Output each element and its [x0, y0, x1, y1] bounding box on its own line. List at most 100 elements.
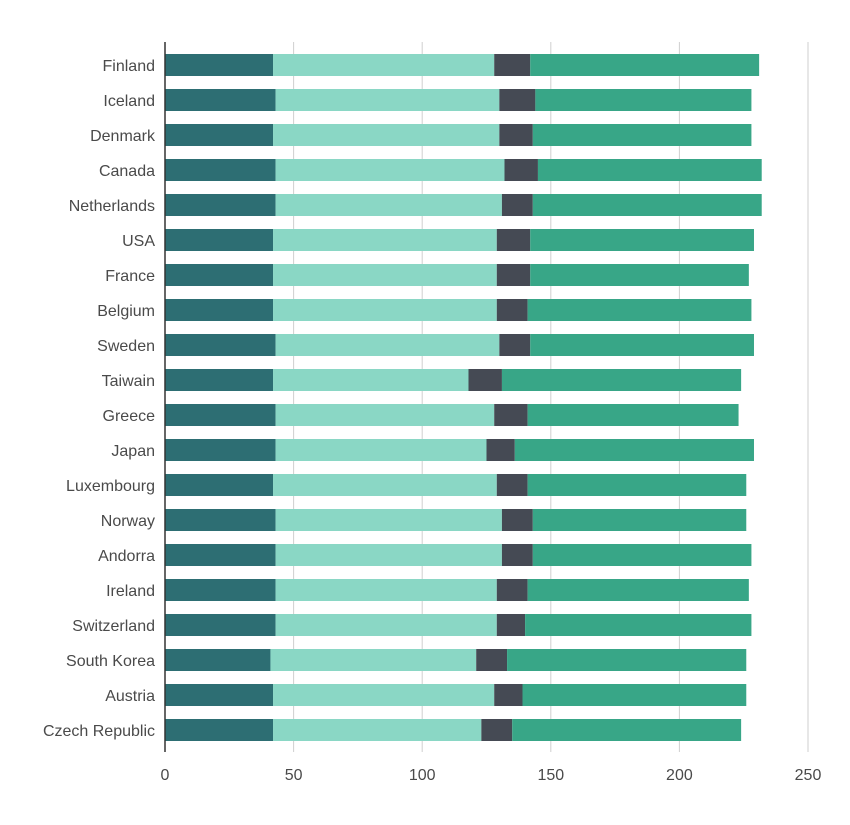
- category-label: Denmark: [90, 128, 156, 145]
- bar-segment-4: [527, 474, 747, 496]
- bar-segment-2: [275, 404, 495, 426]
- bar-segment-1: [165, 299, 274, 321]
- bar-segment-2: [273, 229, 497, 251]
- bar-segment-4: [532, 544, 752, 566]
- bar-segment-4: [537, 159, 762, 181]
- bar-segment-4: [530, 229, 754, 251]
- category-label: Switzerland: [72, 618, 155, 635]
- category-label: Netherlands: [69, 198, 155, 215]
- bar-segment-3: [499, 124, 533, 146]
- bar-segment-4: [530, 54, 760, 76]
- bar-segment-1: [165, 124, 274, 146]
- category-label: Sweden: [97, 338, 155, 355]
- category-label: Austria: [105, 688, 155, 705]
- bar-segment-3: [481, 719, 513, 741]
- category-label: Ireland: [106, 583, 155, 600]
- bar-segment-3: [501, 194, 533, 216]
- bar-segment-2: [275, 544, 502, 566]
- bar-segment-4: [527, 579, 749, 601]
- bar-segment-3: [494, 54, 531, 76]
- bar-segment-1: [165, 649, 271, 671]
- bar-segment-2: [273, 299, 497, 321]
- bar-segment-2: [275, 579, 497, 601]
- bar-segment-3: [501, 509, 533, 531]
- x-tick-label: 150: [537, 767, 564, 784]
- bar-segment-3: [494, 404, 528, 426]
- bar-segment-2: [275, 439, 487, 461]
- bar-segment-2: [275, 194, 502, 216]
- category-label: Czech Republic: [43, 723, 155, 740]
- category-label: Taiwain: [102, 373, 155, 390]
- bar-segment-4: [514, 439, 754, 461]
- bar-segment-4: [532, 194, 762, 216]
- bar-segment-2: [273, 54, 495, 76]
- x-tick-label: 250: [795, 767, 822, 784]
- bar-segment-1: [165, 194, 276, 216]
- bar-segment-3: [476, 649, 508, 671]
- bar-segment-4: [532, 124, 752, 146]
- bar-segment-3: [501, 544, 533, 566]
- category-label: Andorra: [98, 548, 155, 565]
- bar-segment-4: [535, 89, 752, 111]
- bar-segment-1: [165, 544, 276, 566]
- bar-segment-3: [496, 474, 528, 496]
- bar-segment-2: [273, 684, 495, 706]
- bar-segment-4: [527, 299, 752, 321]
- bar-segment-1: [165, 404, 276, 426]
- category-label: Belgium: [97, 303, 155, 320]
- category-label: Greece: [103, 408, 156, 425]
- bar-segment-2: [275, 89, 500, 111]
- bar-segment-1: [165, 439, 276, 461]
- category-label: Luxembourg: [66, 478, 155, 495]
- category-label: Finland: [103, 58, 155, 75]
- bar-segment-1: [165, 579, 276, 601]
- bar-segment-2: [273, 719, 482, 741]
- bar-segment-4: [530, 334, 754, 356]
- bar-segment-1: [165, 474, 274, 496]
- bar-segment-2: [275, 614, 497, 636]
- bar-segment-1: [165, 614, 276, 636]
- bar-segment-3: [468, 369, 502, 391]
- bar-segment-3: [496, 614, 526, 636]
- x-tick-label: 50: [285, 767, 303, 784]
- bar-segment-2: [273, 264, 497, 286]
- bar-segment-4: [527, 404, 739, 426]
- bar-segment-2: [275, 509, 502, 531]
- bar-segment-2: [275, 334, 500, 356]
- bar-segment-3: [486, 439, 515, 461]
- bar-segment-4: [532, 509, 747, 531]
- bar-segment-1: [165, 264, 274, 286]
- bar-segment-2: [273, 474, 497, 496]
- bar-segment-1: [165, 719, 274, 741]
- category-label: South Korea: [66, 653, 155, 670]
- x-tick-label: 200: [666, 767, 693, 784]
- bar-segment-3: [496, 229, 531, 251]
- category-label: France: [105, 268, 155, 285]
- bar-segment-2: [273, 124, 500, 146]
- category-label: USA: [122, 233, 155, 250]
- bar-segment-1: [165, 54, 274, 76]
- bar-segment-4: [501, 369, 742, 391]
- bar-segment-1: [165, 89, 276, 111]
- bar-segment-2: [270, 649, 477, 671]
- bar-segment-3: [504, 159, 538, 181]
- category-label: Norway: [101, 513, 155, 530]
- x-tick-label: 0: [161, 767, 170, 784]
- category-label: Japan: [111, 443, 155, 460]
- bar-segment-1: [165, 159, 276, 181]
- category-label: Canada: [99, 163, 155, 180]
- bar-segment-3: [496, 264, 531, 286]
- bar-segment-1: [165, 509, 276, 531]
- bar-segment-1: [165, 334, 276, 356]
- category-label: Iceland: [103, 93, 155, 110]
- bar-segment-3: [494, 684, 523, 706]
- bar-segment-4: [507, 649, 747, 671]
- bar-segment-3: [499, 334, 531, 356]
- bar-segment-4: [522, 684, 747, 706]
- bar-segment-1: [165, 229, 274, 251]
- bar-segment-3: [499, 89, 536, 111]
- bar-segment-4: [525, 614, 752, 636]
- bar-segment-1: [165, 684, 274, 706]
- bar-segment-3: [496, 299, 528, 321]
